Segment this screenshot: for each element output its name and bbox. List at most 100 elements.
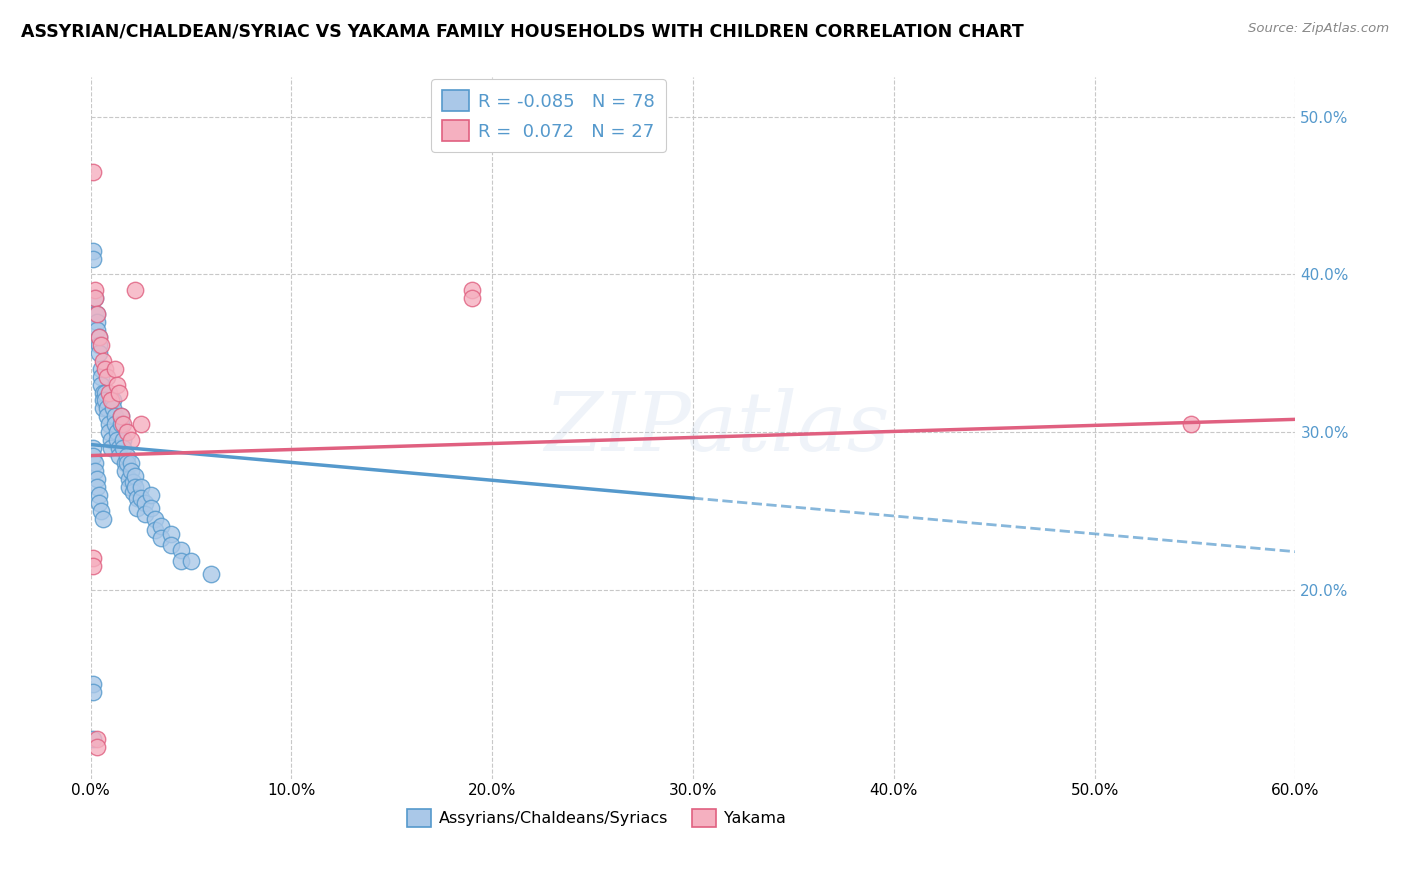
Point bbox=[111, 433, 134, 447]
Point bbox=[160, 527, 183, 541]
Point bbox=[91, 354, 114, 368]
Point bbox=[82, 441, 104, 455]
Point bbox=[82, 244, 104, 258]
Point bbox=[90, 362, 112, 376]
Point bbox=[82, 558, 104, 573]
Point bbox=[82, 252, 104, 266]
Point bbox=[82, 449, 104, 463]
Point bbox=[105, 377, 128, 392]
Point bbox=[143, 523, 166, 537]
Point bbox=[118, 472, 141, 486]
Point bbox=[125, 500, 148, 515]
Point bbox=[139, 488, 162, 502]
Point bbox=[96, 369, 118, 384]
Point bbox=[111, 417, 134, 431]
Point bbox=[100, 433, 122, 447]
Point bbox=[91, 511, 114, 525]
Point bbox=[90, 504, 112, 518]
Point bbox=[86, 472, 108, 486]
Point bbox=[118, 480, 141, 494]
Point bbox=[114, 457, 136, 471]
Point bbox=[104, 417, 127, 431]
Point bbox=[110, 409, 132, 424]
Point bbox=[139, 500, 162, 515]
Point bbox=[1180, 417, 1202, 431]
Point bbox=[461, 291, 484, 305]
Text: ZIPatlas: ZIPatlas bbox=[544, 388, 890, 468]
Point bbox=[120, 433, 142, 447]
Point bbox=[107, 441, 129, 455]
Point bbox=[86, 732, 108, 747]
Point bbox=[111, 441, 134, 455]
Point bbox=[86, 307, 108, 321]
Point bbox=[101, 401, 124, 416]
Point bbox=[124, 283, 146, 297]
Text: Source: ZipAtlas.com: Source: ZipAtlas.com bbox=[1249, 22, 1389, 36]
Point bbox=[129, 491, 152, 505]
Point bbox=[120, 464, 142, 478]
Point bbox=[82, 677, 104, 691]
Point bbox=[90, 338, 112, 352]
Point bbox=[114, 464, 136, 478]
Point bbox=[91, 393, 114, 408]
Point bbox=[124, 469, 146, 483]
Point bbox=[143, 511, 166, 525]
Point bbox=[93, 393, 115, 408]
Point bbox=[97, 385, 120, 400]
Point bbox=[87, 330, 110, 344]
Point bbox=[86, 740, 108, 755]
Point bbox=[134, 496, 156, 510]
Point bbox=[96, 401, 118, 416]
Point bbox=[104, 362, 127, 376]
Point bbox=[93, 362, 115, 376]
Point bbox=[129, 480, 152, 494]
Point bbox=[83, 283, 105, 297]
Point bbox=[121, 475, 143, 490]
Point bbox=[87, 488, 110, 502]
Point bbox=[93, 385, 115, 400]
Point bbox=[87, 330, 110, 344]
Point bbox=[83, 464, 105, 478]
Point bbox=[170, 543, 193, 558]
Point bbox=[115, 425, 138, 439]
Point bbox=[129, 417, 152, 431]
Point bbox=[200, 566, 222, 581]
Point bbox=[160, 538, 183, 552]
Point bbox=[97, 425, 120, 439]
Point bbox=[110, 417, 132, 431]
Point bbox=[97, 417, 120, 431]
Point bbox=[124, 480, 146, 494]
Point bbox=[90, 369, 112, 384]
Point bbox=[83, 291, 105, 305]
Legend: Assyrians/Chaldeans/Syriacs, Yakama: Assyrians/Chaldeans/Syriacs, Yakama bbox=[401, 803, 793, 834]
Point bbox=[91, 401, 114, 416]
Point bbox=[149, 531, 172, 545]
Text: ASSYRIAN/CHALDEAN/SYRIAC VS YAKAMA FAMILY HOUSEHOLDS WITH CHILDREN CORRELATION C: ASSYRIAN/CHALDEAN/SYRIAC VS YAKAMA FAMIL… bbox=[21, 22, 1024, 40]
Point bbox=[87, 346, 110, 360]
Point bbox=[104, 409, 127, 424]
Point bbox=[83, 307, 105, 321]
Point bbox=[180, 554, 202, 568]
Point bbox=[120, 457, 142, 471]
Point bbox=[100, 393, 122, 408]
Point bbox=[82, 732, 104, 747]
Point bbox=[86, 322, 108, 336]
Point bbox=[121, 484, 143, 499]
Point bbox=[115, 457, 138, 471]
Point bbox=[105, 433, 128, 447]
Point bbox=[170, 554, 193, 568]
Point bbox=[82, 685, 104, 699]
Point bbox=[83, 291, 105, 305]
Point bbox=[83, 457, 105, 471]
Point bbox=[115, 449, 138, 463]
Point bbox=[87, 496, 110, 510]
Point bbox=[134, 507, 156, 521]
Point bbox=[125, 491, 148, 505]
Point bbox=[100, 441, 122, 455]
Point bbox=[461, 283, 484, 297]
Point bbox=[107, 385, 129, 400]
Point bbox=[149, 519, 172, 533]
Point bbox=[86, 480, 108, 494]
Point bbox=[82, 551, 104, 566]
Point bbox=[105, 425, 128, 439]
